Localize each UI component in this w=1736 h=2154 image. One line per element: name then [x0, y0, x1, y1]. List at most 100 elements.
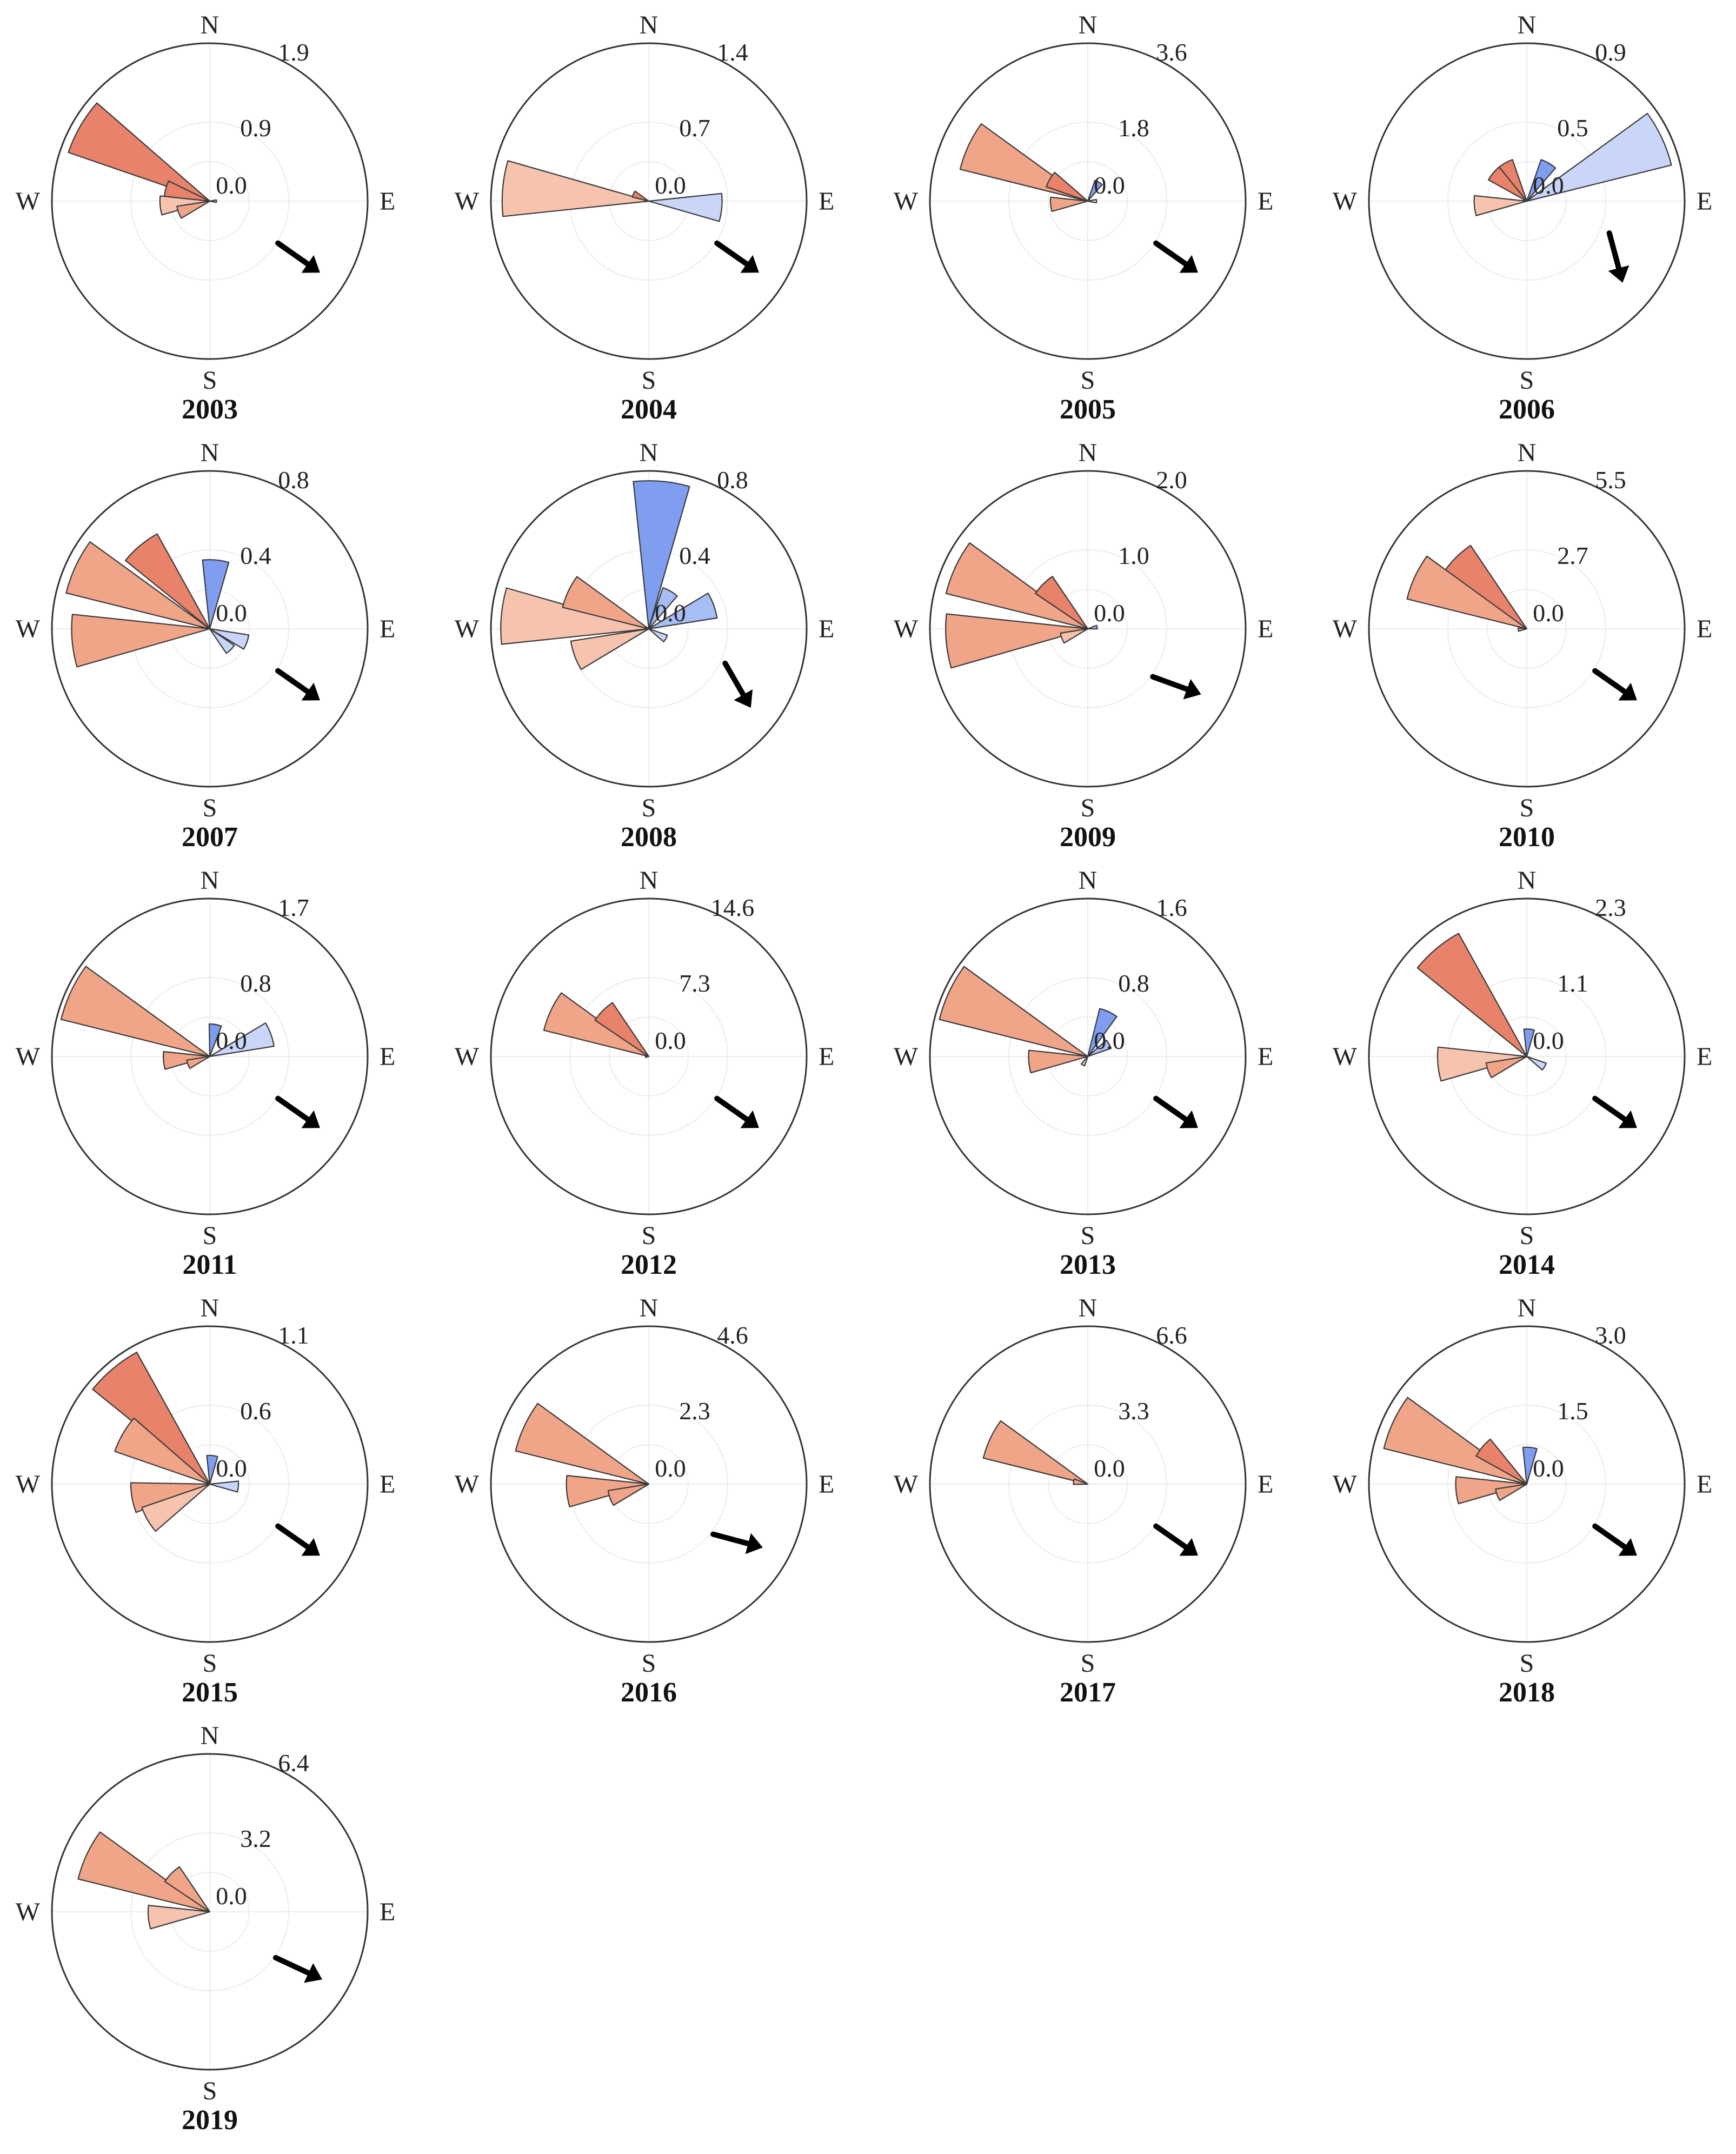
outer-circle [490, 897, 808, 1215]
compass-label-w: W [894, 615, 919, 643]
wind-sector-bar [164, 1866, 211, 1913]
wind-rose-2003: 1.9 0.9 0.0 N E S W 2003 [15, 0, 404, 425]
ring-value-label: 1.9 [278, 38, 309, 66]
ring-value-label: 0.8 [717, 466, 748, 494]
compass-label-w: W [455, 1470, 480, 1499]
wind-sector-bar [68, 102, 211, 202]
compass-label-n: N [201, 11, 220, 39]
direction-arrow-icon [722, 660, 753, 708]
ring-value-label: 0.0 [1094, 1454, 1125, 1482]
wind-rose-2006: 0.9 0.5 0.0 N E S W 2006 [1332, 0, 1721, 425]
wind-sector-bar [209, 199, 217, 203]
wind-sector-bar [515, 1402, 650, 1485]
compass-label-s: S [1520, 366, 1534, 395]
wind-rose-svg: 2.0 1.0 0.0 N E S W 2009 [894, 438, 1274, 853]
compass-label-e: E [380, 1470, 395, 1499]
ring-value-label: 0.0 [1094, 599, 1125, 627]
compass-label-w: W [1333, 1042, 1358, 1071]
wind-rose-svg: 1.6 0.8 0.0 N E S W 2013 [894, 866, 1274, 1280]
compass-label-n: N [201, 1721, 220, 1750]
wind-sector-bar [648, 628, 668, 642]
ring-value-label: 14.6 [711, 894, 755, 921]
compass-label-n: N [640, 438, 659, 467]
ring-value-label: 1.1 [1557, 969, 1588, 997]
outer-circle [929, 897, 1247, 1215]
wind-sector-bar [501, 160, 650, 217]
ring-value-label: 0.9 [1595, 38, 1626, 66]
outer-circle [929, 470, 1247, 788]
outer-circle [1368, 1325, 1686, 1643]
direction-arrow-icon [275, 1095, 320, 1128]
wind-sector-bar [1475, 1438, 1528, 1485]
wind-sector-bar [1035, 576, 1089, 630]
wind-sector-bar [1473, 195, 1528, 216]
direction-arrow-icon [1592, 668, 1637, 701]
direction-arrow-icon [1592, 1523, 1637, 1556]
ring-value-label: 0.0 [1533, 1027, 1564, 1054]
wind-rose-2018: 3.0 1.5 0.0 N E S W 2018 [1332, 1272, 1721, 1708]
outer-circle [51, 470, 369, 788]
compass-label-s: S [203, 366, 217, 395]
wind-sector-bar [1488, 166, 1528, 202]
wind-sector-bar [607, 1483, 650, 1506]
compass-label-w: W [1333, 1470, 1358, 1499]
ring-value-label: 1.4 [717, 38, 748, 66]
ring-value-label: 0.8 [1118, 969, 1149, 997]
ring-value-label: 1.7 [278, 894, 309, 921]
ring-value-label: 6.6 [1156, 1321, 1187, 1349]
outer-circle [51, 1753, 369, 2071]
wind-sector-bar [633, 480, 690, 630]
wind-rose-2013: 1.6 0.8 0.0 N E S W 2013 [893, 845, 1282, 1280]
wind-rose-2004: 1.4 0.7 0.0 N E S W 2004 [454, 0, 843, 425]
ring-value-label: 0.8 [278, 466, 309, 494]
compass-label-w: W [455, 1042, 480, 1071]
compass-label-e: E [819, 187, 834, 216]
ring-value-label: 1.5 [1557, 1397, 1588, 1425]
wind-sector-bar [631, 190, 650, 202]
compass-label-w: W [894, 1042, 919, 1071]
wind-sector-bar [176, 200, 211, 219]
year-title: 2014 [1499, 1249, 1555, 1280]
ring-value-label: 0.0 [1533, 171, 1564, 199]
compass-label-n: N [1079, 11, 1098, 39]
compass-label-e: E [819, 1042, 834, 1071]
wind-rose-svg: 6.4 3.2 0.0 N E S W 2019 [16, 1721, 396, 2136]
compass-label-s: S [642, 1221, 656, 1250]
wind-rose-svg: 5.5 2.7 0.0 N E S W 2010 [1333, 438, 1713, 853]
wind-sector-bar [1455, 1476, 1528, 1505]
ring-value-label: 0.0 [655, 171, 686, 199]
compass-label-n: N [201, 1294, 220, 1322]
ring-value-label: 4.6 [717, 1321, 748, 1349]
direction-arrow-icon [714, 1095, 759, 1128]
ring-value-label: 0.4 [679, 542, 710, 569]
wind-sector-bar [1046, 171, 1089, 202]
wind-sector-bar [939, 966, 1089, 1058]
compass-label-w: W [455, 187, 480, 216]
compass-label-w: W [455, 615, 480, 643]
ring-value-label: 0.5 [1557, 114, 1588, 142]
wind-sector-bar [71, 614, 211, 668]
ring-value-label: 1.0 [1118, 542, 1149, 569]
ring-value-label: 3.3 [1118, 1397, 1149, 1425]
wind-sector-bar [1087, 624, 1098, 630]
direction-arrow-icon [1606, 230, 1629, 283]
wind-sector-bar [209, 628, 250, 650]
wind-sector-bar [77, 1831, 211, 1913]
wind-rose-2019: 6.4 3.2 0.0 N E S W 2019 [15, 1700, 404, 2136]
ring-value-label: 1.1 [278, 1321, 309, 1349]
compass-label-e: E [1697, 615, 1712, 643]
direction-arrow-icon [275, 1523, 320, 1556]
ring-value-label: 7.3 [679, 969, 710, 997]
wind-sector-bar [945, 613, 1089, 669]
year-title: 2012 [621, 1249, 677, 1280]
ring-value-label: 3.2 [240, 1825, 271, 1852]
compass-label-n: N [1518, 438, 1537, 467]
wind-sector-bar [648, 192, 723, 222]
wind-sector-bar [141, 1483, 211, 1532]
compass-label-w: W [16, 1042, 41, 1071]
ring-value-label: 2.3 [1595, 894, 1626, 921]
direction-arrow-icon [1153, 240, 1198, 273]
compass-label-s: S [642, 794, 656, 822]
wind-rose-2011: 1.7 0.8 0.0 N E S W 2011 [15, 845, 404, 1280]
year-title: 2003 [182, 394, 238, 425]
